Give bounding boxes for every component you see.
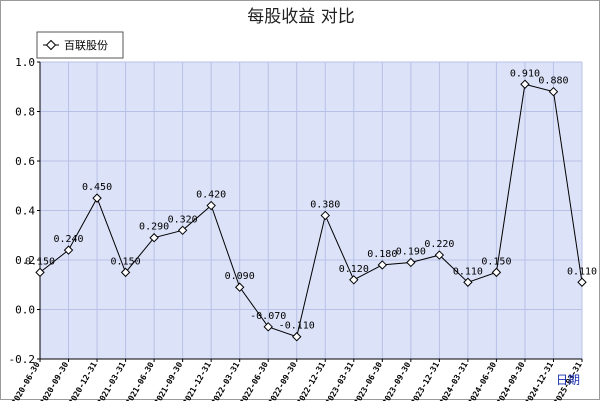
x-tick-label: 2022-03-31: [210, 360, 242, 401]
data-point[interactable]: [149, 233, 159, 243]
x-tick-label: 2024-06-30: [466, 360, 498, 401]
data-label: 0.190: [396, 246, 426, 257]
x-tick-label: 2021-06-30: [124, 360, 156, 401]
data-point[interactable]: [434, 250, 445, 260]
data-label: 0.290: [139, 222, 169, 233]
x-tick-label: 2021-12-31: [181, 360, 213, 401]
data-point[interactable]: [63, 245, 74, 255]
data-point[interactable]: [406, 257, 416, 268]
y-tick-label: 0.2: [15, 254, 35, 267]
data-point[interactable]: [520, 79, 530, 89]
y-tick-label: 0.8: [15, 106, 35, 119]
x-tick-label: 2024-03-31: [438, 360, 470, 401]
data-label: 0.150: [111, 256, 141, 267]
data-label: 0.450: [82, 182, 112, 193]
data-point[interactable]: [377, 260, 388, 270]
data-label: 0.110: [567, 266, 597, 277]
data-label: 0.380: [310, 199, 340, 210]
series-layer: [35, 79, 587, 342]
data-point[interactable]: [548, 86, 559, 97]
data-label: 0.240: [53, 234, 83, 245]
y-tick-label: 0.4: [15, 205, 35, 218]
data-point[interactable]: [349, 275, 359, 285]
x-tick-label: 2022-09-30: [267, 360, 299, 401]
x-tick-label: 2023-12-31: [409, 360, 441, 401]
data-point[interactable]: [92, 193, 102, 203]
x-tick-label: 2023-09-30: [381, 360, 413, 401]
data-point[interactable]: [35, 267, 45, 278]
data-point[interactable]: [234, 282, 245, 292]
data-label: 0.120: [339, 264, 369, 275]
y-tick-label: 0.6: [15, 155, 35, 168]
data-point[interactable]: [177, 225, 188, 236]
data-label: -0.110: [279, 321, 315, 332]
x-tick-label: 2020-06-30: [10, 360, 42, 401]
data-label: 0.150: [481, 256, 511, 267]
data-point[interactable]: [292, 332, 302, 342]
x-tick-label: 2022-12-31: [295, 360, 327, 401]
legend-label: 百联股份: [64, 39, 108, 52]
x-tick-label: 2024-12-31: [523, 360, 555, 401]
x-tick-label: 2020-12-31: [67, 360, 99, 401]
data-point[interactable]: [206, 200, 216, 211]
data-label: 0.910: [510, 68, 540, 79]
y-tick-label: -0.2: [9, 353, 36, 366]
x-axis-ticks: 2020-06-302020-09-302020-12-312021-03-31…: [10, 359, 584, 401]
x-tick-label: 2021-03-31: [95, 360, 127, 401]
x-tick-label: 2021-09-30: [152, 360, 184, 401]
x-axis-label: 日期: [556, 373, 580, 387]
data-point[interactable]: [491, 267, 502, 278]
data-point[interactable]: [577, 277, 587, 287]
y-axis-ticks: -0.2 0.0 0.2 0.4 0.6 0.8 1.0: [9, 56, 40, 366]
y-tick-label: 1.0: [15, 56, 35, 69]
data-label: 0.220: [424, 239, 454, 250]
legend[interactable]: 百联股份: [36, 31, 124, 59]
x-tick-label: 2020-09-30: [38, 360, 70, 401]
data-point[interactable]: [320, 210, 330, 221]
chart-title: 每股收益 对比: [247, 7, 354, 27]
x-tick-label: 2022-06-30: [238, 360, 270, 401]
y-tick-label: 0.0: [15, 304, 35, 317]
data-point[interactable]: [263, 322, 273, 332]
x-tick-label: 2023-03-31: [324, 360, 356, 401]
x-tick-label: 2023-06-30: [352, 360, 384, 401]
data-label: -0.070: [250, 311, 286, 322]
x-tick-label: 2024-09-30: [495, 360, 527, 401]
data-label: 0.420: [196, 190, 226, 201]
data-label: 0.110: [453, 266, 483, 277]
data-point[interactable]: [120, 267, 131, 278]
data-label: 0.090: [225, 271, 255, 282]
data-point[interactable]: [463, 277, 473, 287]
grid-lines: [39, 61, 583, 360]
data-label: 0.150: [25, 256, 55, 267]
legend-marker: [45, 39, 57, 51]
series-line: [39, 83, 583, 338]
data-label: 0.320: [168, 214, 198, 225]
data-label: 0.180: [367, 249, 397, 260]
data-label: 0.880: [538, 76, 568, 87]
